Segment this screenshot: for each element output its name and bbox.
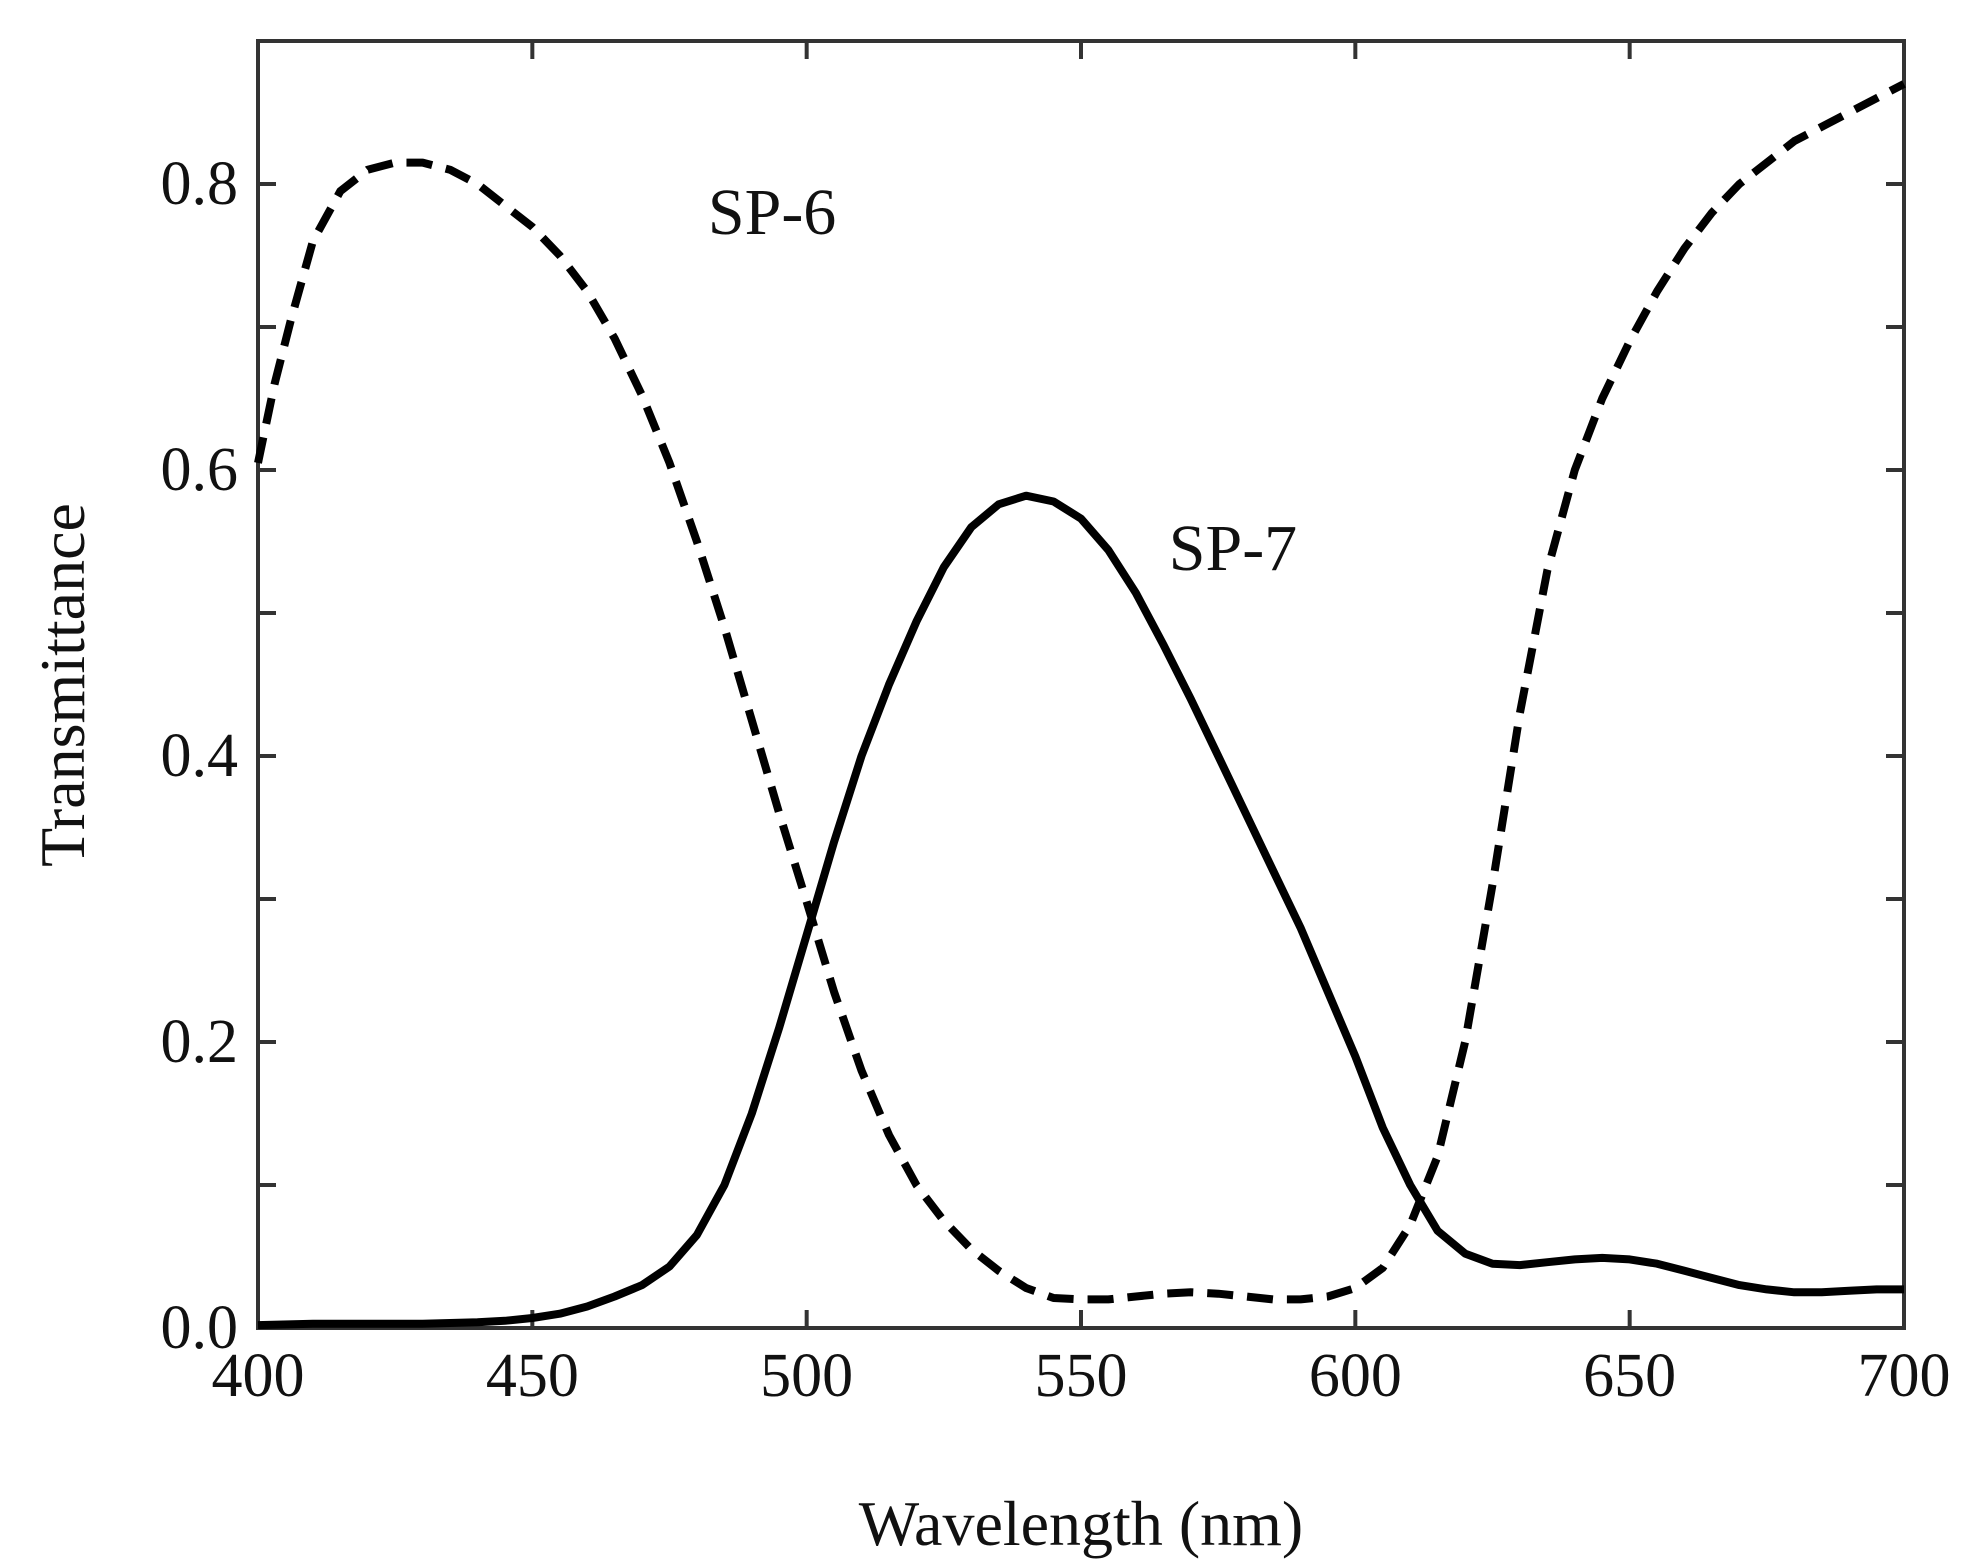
x-tick-label: 500 bbox=[760, 1342, 853, 1410]
y-tick-label: 0.8 bbox=[161, 150, 239, 218]
y-axis-label: Transmittance bbox=[27, 503, 98, 867]
x-tick-label: 400 bbox=[212, 1342, 305, 1410]
x-axis-label: Wavelength (nm) bbox=[859, 1488, 1303, 1559]
x-tick-label: 550 bbox=[1035, 1342, 1128, 1410]
y-tick-label: 0.6 bbox=[161, 436, 239, 504]
y-axis: 0.0 0.2 0.4 0.6 0.8 bbox=[161, 150, 1904, 1362]
series-line-sp-6 bbox=[254, 80, 1906, 1304]
annotations: SP-6 SP-7 bbox=[708, 176, 1297, 585]
series-layer bbox=[254, 80, 1906, 1330]
x-tick-label: 600 bbox=[1309, 1342, 1402, 1410]
x-axis: 400 450 500 550 600 650 700 bbox=[212, 41, 1951, 1410]
plot-frame bbox=[256, 39, 1906, 1330]
y-tick-label: 0.4 bbox=[161, 722, 239, 790]
x-tick-label: 450 bbox=[486, 1342, 579, 1410]
x-tick-label: 700 bbox=[1858, 1342, 1951, 1410]
y-tick-label: 0.2 bbox=[161, 1008, 239, 1076]
x-tick-label: 650 bbox=[1583, 1342, 1676, 1410]
series-line-sp-7 bbox=[257, 491, 1904, 1330]
series-label-sp-6: SP-6 bbox=[708, 176, 836, 249]
y-tick-label: 0.0 bbox=[161, 1294, 239, 1362]
series-label-sp-7: SP-7 bbox=[1169, 512, 1297, 585]
